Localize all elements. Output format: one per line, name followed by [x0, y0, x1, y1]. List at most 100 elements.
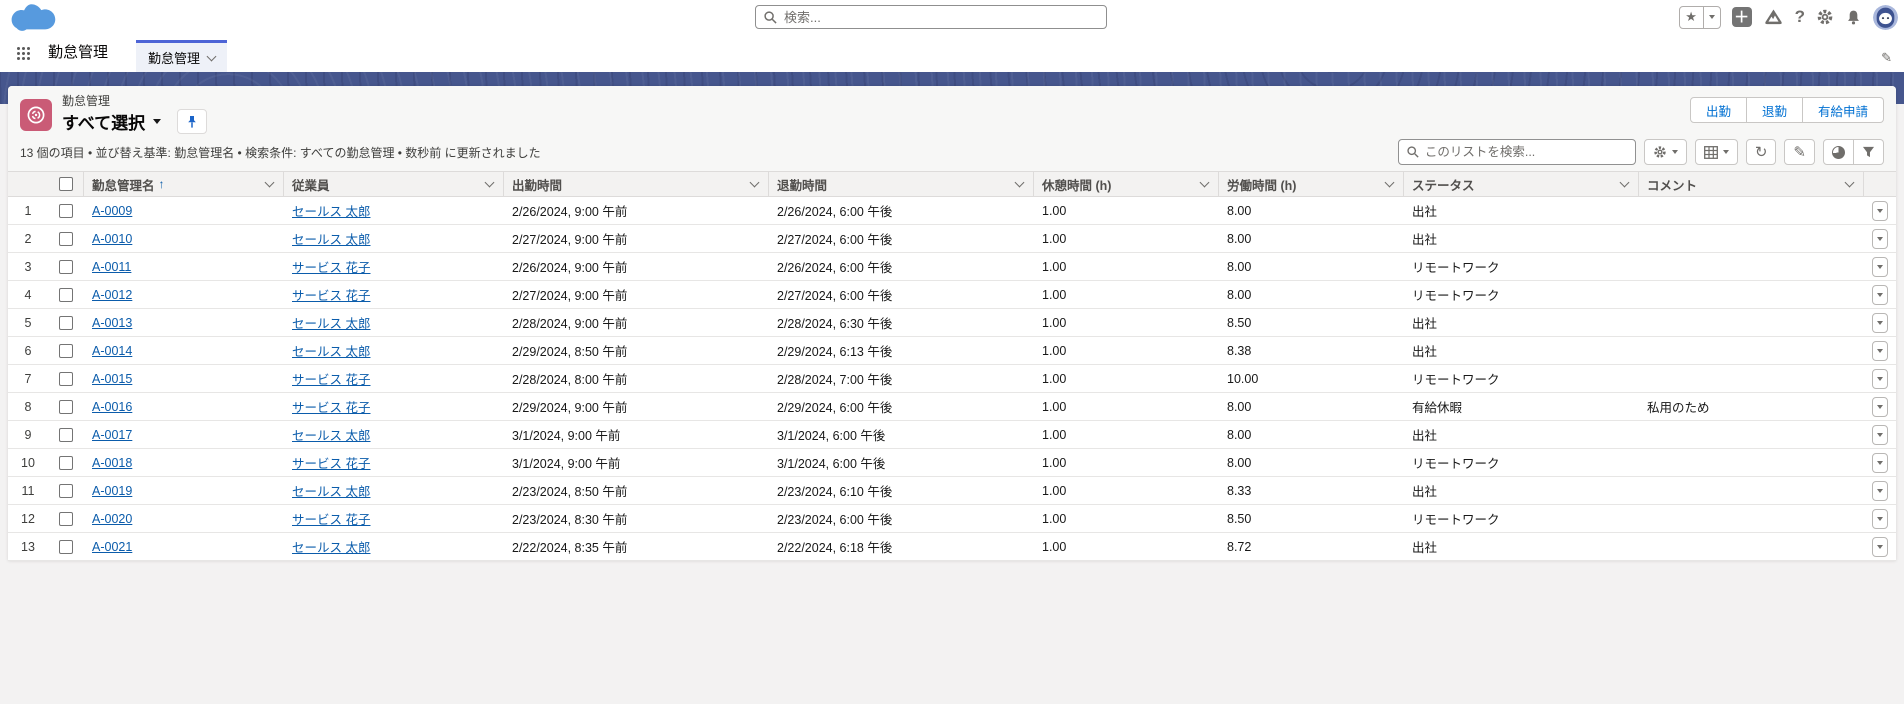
row-checkbox[interactable]: [59, 427, 73, 442]
column-header-clock-out[interactable]: 退勤時間: [769, 172, 1034, 196]
break-hours-cell: 1.00: [1042, 399, 1067, 414]
tab-kintai-kanri[interactable]: 勤怠管理: [136, 40, 228, 72]
column-menu-button[interactable]: [1199, 175, 1210, 193]
edit-page-pencil-icon[interactable]: ✎: [1881, 50, 1892, 65]
global-actions-icon[interactable]: ＋: [1731, 7, 1752, 27]
display-as-button[interactable]: [1694, 139, 1738, 165]
column-menu-button[interactable]: [1014, 175, 1025, 193]
row-actions-button[interactable]: [1872, 200, 1888, 221]
employee-link[interactable]: セールス 太郎: [292, 541, 371, 555]
column-menu-button[interactable]: [264, 175, 275, 193]
row-checkbox[interactable]: [59, 371, 73, 386]
column-menu-button[interactable]: [1844, 175, 1855, 193]
row-actions-button[interactable]: [1872, 284, 1888, 305]
row-checkbox[interactable]: [59, 483, 73, 498]
row-actions-button[interactable]: [1872, 452, 1888, 473]
record-link[interactable]: A-0011: [92, 259, 132, 274]
notifications-bell-icon[interactable]: [1845, 9, 1862, 26]
row-checkbox[interactable]: [59, 203, 73, 218]
row-checkbox[interactable]: [59, 399, 73, 414]
record-link[interactable]: A-0018: [92, 455, 133, 470]
setup-gear-icon[interactable]: [1816, 8, 1834, 26]
column-menu-button[interactable]: [1619, 175, 1630, 193]
row-checkbox[interactable]: [59, 259, 73, 274]
record-link[interactable]: A-0014: [92, 343, 133, 358]
clock-in-cell: 2/28/2024, 8:00 午前: [512, 373, 628, 387]
row-checkbox[interactable]: [59, 315, 73, 330]
row-actions-button[interactable]: [1872, 340, 1888, 361]
row-actions-button[interactable]: [1872, 536, 1888, 557]
row-actions-button[interactable]: [1872, 312, 1888, 333]
employee-link[interactable]: セールス 太郎: [292, 429, 371, 443]
favorites-star-icon[interactable]: ★: [1680, 6, 1704, 28]
column-header-clock-in[interactable]: 出勤時間: [504, 172, 769, 196]
row-checkbox[interactable]: [59, 343, 73, 358]
row-checkbox[interactable]: [59, 231, 73, 246]
column-header-break-hours[interactable]: 休憩時間 (h): [1034, 172, 1219, 196]
global-search-input[interactable]: [784, 9, 1098, 25]
employee-link[interactable]: サービス 花子: [292, 289, 371, 303]
inline-edit-button[interactable]: ✎: [1784, 139, 1815, 165]
clock-out-cell: 2/29/2024, 6:00 午後: [777, 401, 893, 415]
employee-link[interactable]: サービス 花子: [292, 513, 371, 527]
help-icon[interactable]: ?: [1794, 7, 1805, 26]
trailhead-icon[interactable]: [1763, 8, 1784, 26]
row-number: 9: [24, 427, 32, 442]
employee-link[interactable]: セールス 太郎: [292, 233, 371, 247]
column-header-name[interactable]: 勤怠管理名 ↑: [84, 172, 284, 196]
record-link[interactable]: A-0019: [92, 483, 133, 498]
record-link[interactable]: A-0012: [92, 287, 133, 302]
column-menu-button[interactable]: [1384, 175, 1395, 193]
select-all-checkbox[interactable]: [58, 177, 73, 191]
column-menu-button[interactable]: [749, 175, 760, 193]
row-actions-button[interactable]: [1872, 228, 1888, 249]
record-link[interactable]: A-0021: [92, 539, 133, 554]
column-header-status[interactable]: ステータス: [1404, 172, 1639, 196]
row-checkbox-cell: [48, 287, 84, 302]
employee-cell: セールス 太郎: [284, 481, 504, 500]
favorites-dropdown-icon[interactable]: [1704, 7, 1720, 28]
paid-leave-request-button[interactable]: 有給申請: [1802, 97, 1884, 123]
employee-link[interactable]: サービス 花子: [292, 457, 371, 471]
row-checkbox[interactable]: [59, 511, 73, 526]
row-actions-button[interactable]: [1872, 256, 1888, 277]
employee-link[interactable]: サービス 花子: [292, 373, 371, 387]
row-actions-button[interactable]: [1872, 480, 1888, 501]
clock-in-button[interactable]: 出勤: [1689, 97, 1747, 123]
column-header-employee[interactable]: 従業員: [284, 172, 504, 196]
row-actions-button[interactable]: [1872, 508, 1888, 529]
employee-link[interactable]: セールス 太郎: [292, 485, 371, 499]
employee-cell: セールス 太郎: [284, 201, 504, 220]
employee-link[interactable]: セールス 太郎: [292, 345, 371, 359]
employee-link[interactable]: セールス 太郎: [292, 205, 371, 219]
list-search-input[interactable]: [1424, 145, 1627, 159]
record-link[interactable]: A-0020: [92, 511, 133, 526]
record-link[interactable]: A-0013: [92, 315, 133, 330]
row-checkbox[interactable]: [59, 287, 73, 302]
charts-button[interactable]: [1823, 139, 1854, 165]
clock-out-button[interactable]: 退勤: [1746, 97, 1803, 123]
refresh-button[interactable]: ↻: [1745, 139, 1777, 165]
row-actions-button[interactable]: [1872, 424, 1888, 445]
record-link[interactable]: A-0016: [92, 399, 133, 414]
row-checkbox[interactable]: [59, 539, 73, 554]
column-header-comment[interactable]: コメント: [1639, 172, 1864, 196]
employee-link[interactable]: サービス 花子: [292, 261, 371, 275]
row-checkbox[interactable]: [59, 455, 73, 470]
filters-button[interactable]: [1854, 139, 1884, 165]
column-menu-button[interactable]: [484, 175, 495, 193]
column-header-work-hours[interactable]: 労働時間 (h): [1219, 172, 1404, 196]
row-actions-button[interactable]: [1872, 368, 1888, 389]
record-link[interactable]: A-0017: [92, 427, 133, 442]
pin-list-button[interactable]: [177, 109, 208, 134]
row-actions-button[interactable]: [1872, 396, 1888, 417]
record-link[interactable]: A-0010: [92, 231, 133, 246]
list-settings-button[interactable]: [1643, 139, 1687, 165]
record-link[interactable]: A-0009: [92, 203, 133, 218]
employee-link[interactable]: サービス 花子: [292, 401, 371, 415]
record-link[interactable]: A-0015: [92, 371, 133, 386]
employee-link[interactable]: セールス 太郎: [292, 317, 371, 331]
list-view-selector[interactable]: すべて選択: [62, 109, 162, 134]
user-avatar[interactable]: [1873, 4, 1898, 30]
app-launcher-icon[interactable]: [6, 34, 40, 72]
